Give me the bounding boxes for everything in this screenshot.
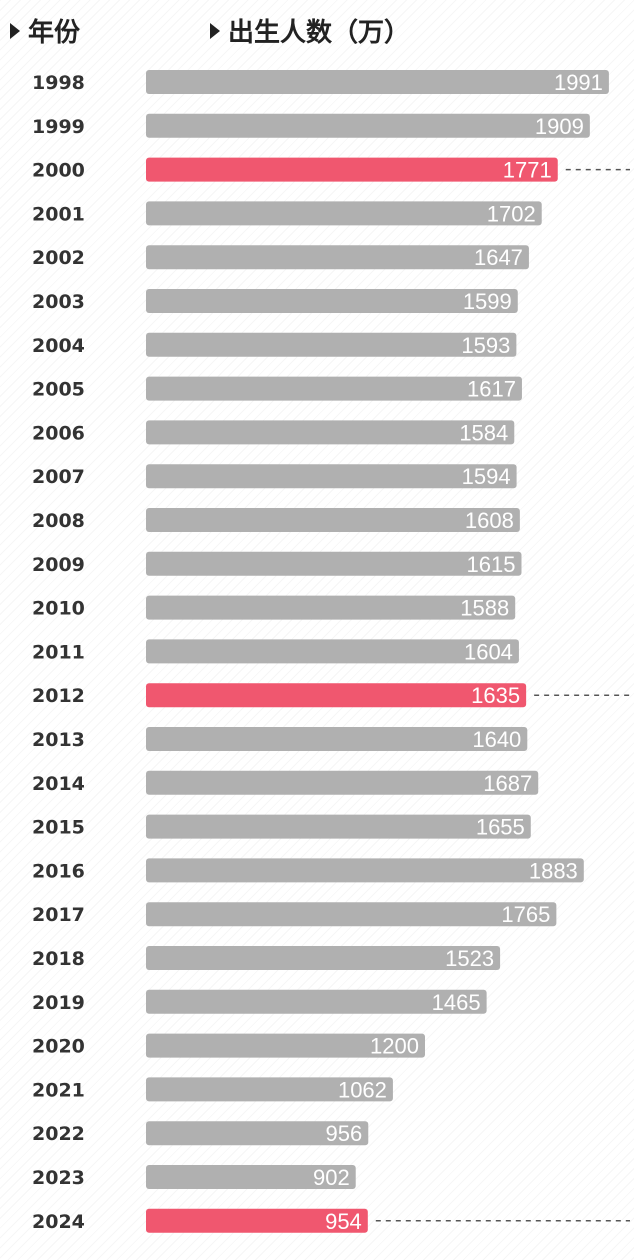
value-label: 1765 [501,902,550,927]
value-label: 1608 [465,508,514,533]
year-label: 1998 [32,72,85,94]
value-label: 1702 [487,201,536,226]
bar [146,113,590,138]
value-label: 1635 [471,683,520,708]
bar [146,770,539,795]
births-column-header: 出生人数（万） [210,12,410,49]
bar [146,376,522,401]
value-label: 1584 [459,420,508,445]
bar [146,858,584,883]
value-label: 954 [325,1209,362,1234]
bar [146,595,516,620]
year-label: 2024 [32,1211,85,1233]
bar [146,464,517,489]
highlighted-bar [146,157,558,182]
year-label: 2006 [32,422,85,444]
year-label: 2008 [32,510,85,532]
year-label: 1999 [32,116,85,138]
year-label: 2005 [32,379,85,401]
year-label: 2017 [32,904,85,926]
year-label: 2002 [32,247,85,269]
bar [146,420,515,445]
value-label: 1771 [503,158,552,183]
value-label: 1909 [535,114,584,139]
bar [146,508,520,532]
bar [146,989,487,1014]
year-label: 2001 [32,203,85,225]
value-label: 1523 [445,946,494,971]
bar [146,70,609,94]
year-label: 2022 [32,1123,85,1145]
chart-header: 年份 出生人数（万） [0,0,634,64]
year-label: 2007 [32,466,85,488]
value-label: 1655 [476,815,525,840]
year-label: 2003 [32,291,85,313]
year-label: 2009 [32,554,85,576]
bar [146,332,517,357]
value-label: 1687 [483,771,532,796]
value-label: 1604 [464,639,513,664]
year-label: 2016 [32,860,85,882]
bar [146,201,542,226]
bar [146,1077,393,1102]
year-column-title: 年份 [28,18,81,48]
year-label: 2010 [32,598,85,620]
value-label: 902 [313,1165,350,1190]
value-label: 1883 [529,858,578,883]
bar [146,814,531,839]
highlighted-bar [146,683,527,708]
value-label: 1640 [472,727,521,752]
year-label: 2004 [32,335,85,357]
year-label: 2021 [32,1079,85,1101]
value-label: 1200 [370,1034,419,1059]
births-column-title: 出生人数（万） [228,18,411,48]
bar [146,289,518,313]
bar [146,1033,425,1058]
year-label: 2020 [32,1036,85,1058]
value-label: 1647 [474,245,523,270]
triangle-marker-icon [10,22,20,39]
value-label: 1991 [554,70,603,95]
value-label: 1615 [467,552,516,577]
year-label: 2019 [32,992,85,1014]
year-label: 2013 [32,729,85,751]
bar [146,727,528,751]
value-label: 1594 [462,464,511,489]
value-label: 1465 [432,990,481,1015]
value-label: 1588 [460,596,509,621]
year-column-header: 年份 [10,12,80,49]
bar [146,551,522,576]
year-label: 2011 [32,641,85,663]
value-label: 1062 [338,1077,387,1102]
year-label: 2015 [32,817,85,839]
triangle-marker-icon [210,22,220,39]
bar [146,245,529,270]
bar [146,1121,369,1146]
bar [146,946,501,970]
value-label: 1617 [467,377,516,402]
bar [146,1165,356,1189]
year-label: 2012 [32,685,85,707]
value-label: 1593 [461,333,510,358]
year-label: 2000 [32,160,85,182]
value-label: 956 [326,1121,363,1146]
highlighted-bar [146,1208,368,1233]
bar [146,902,557,927]
value-label: 1599 [463,289,512,314]
bar [146,639,519,664]
year-label: 2023 [32,1167,85,1189]
year-label: 2014 [32,773,85,795]
year-label: 2018 [32,948,85,970]
